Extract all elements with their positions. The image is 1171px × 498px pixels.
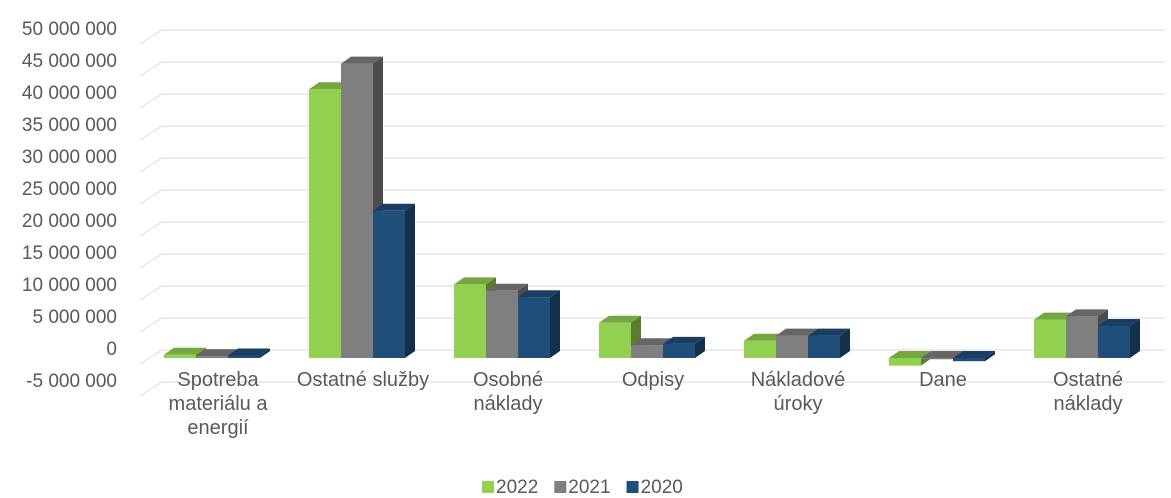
- bar-side: [985, 351, 995, 362]
- grid-line: [139, 253, 1165, 269]
- x-tick-label: Odpisy: [621, 369, 685, 391]
- legend-swatch: [482, 481, 494, 493]
- grid-line: [139, 29, 1165, 45]
- legend-label: 2020: [641, 477, 683, 498]
- bar: [599, 322, 631, 358]
- bar-side: [1130, 319, 1140, 358]
- bar: [518, 297, 550, 358]
- bar-side: [260, 348, 270, 358]
- bar-top: [518, 290, 560, 298]
- grid-line: [139, 189, 1165, 205]
- bar-top: [196, 349, 238, 357]
- bar-side: [405, 203, 415, 358]
- x-tick-label: Osobné náklady: [472, 369, 544, 415]
- legend-swatch: [554, 481, 567, 493]
- x-tick-label: Ostatné služby: [296, 369, 430, 391]
- y-tick-label: 10 000 000: [22, 275, 117, 296]
- bar-top: [953, 351, 995, 358]
- y-tick-label: -5 000 000: [26, 371, 117, 392]
- bar-top: [341, 56, 383, 64]
- bar-top: [921, 351, 963, 358]
- bar-side: [840, 328, 850, 358]
- bar-top: [599, 315, 641, 323]
- bar: [486, 290, 518, 358]
- bar: [663, 343, 695, 358]
- bar-top: [309, 82, 351, 90]
- bar: [228, 355, 260, 358]
- y-tick-label: 25 000 000: [22, 179, 117, 200]
- bar-top: [164, 347, 206, 355]
- x-tick-label: Ostatné náklady: [1052, 369, 1124, 415]
- x-tick-label: Spotreba materiálu a energií: [168, 369, 268, 439]
- bar-top: [776, 328, 818, 336]
- bar: [309, 89, 341, 358]
- y-tick-label: 35 000 000: [22, 115, 117, 136]
- grid-line: [139, 157, 1165, 173]
- grid-line: [139, 221, 1165, 237]
- grid-line: [139, 317, 1165, 333]
- bar: [196, 356, 228, 358]
- bar-top: [454, 277, 496, 285]
- bar-top: [373, 203, 415, 211]
- legend-swatch: [626, 481, 639, 493]
- bar-top: [1066, 309, 1108, 317]
- bar: [454, 284, 486, 358]
- bar-side: [695, 336, 705, 358]
- y-tick-label: 45 000 000: [22, 51, 117, 72]
- bar-top: [744, 333, 786, 341]
- grid-line: [139, 61, 1165, 77]
- bar-top: [486, 283, 528, 291]
- bar: [953, 358, 985, 362]
- bar: [808, 335, 840, 358]
- y-tick-label: 30 000 000: [22, 147, 117, 168]
- grid-line: [139, 285, 1165, 301]
- x-tick-label: Nákladové úroky: [750, 369, 846, 415]
- y-tick-label: 5 000 000: [32, 307, 117, 328]
- bar: [921, 358, 953, 360]
- y-tick-label: 15 000 000: [22, 243, 117, 264]
- bar-top: [1034, 312, 1076, 320]
- legend-label: 2022: [496, 477, 538, 498]
- y-tick-label: 0: [106, 339, 117, 360]
- y-tick-label: 40 000 000: [22, 83, 117, 104]
- legend-label: 2021: [568, 477, 610, 498]
- bar-top: [631, 338, 673, 346]
- bar: [889, 358, 921, 366]
- bar: [373, 210, 405, 358]
- bar-top: [808, 328, 850, 336]
- bar-top: [663, 336, 705, 344]
- bar-side: [550, 290, 560, 358]
- bar: [1098, 326, 1130, 358]
- bar: [1034, 319, 1066, 358]
- bar-top: [889, 351, 931, 358]
- bar: [631, 345, 663, 358]
- x-tick-label: Dane: [919, 369, 967, 391]
- bar-top: [228, 348, 270, 356]
- grid-line: [139, 125, 1165, 141]
- grid-line: [139, 93, 1165, 109]
- bar: [744, 340, 776, 358]
- bar-top: [1098, 319, 1140, 326]
- bar: [164, 354, 196, 358]
- bar: [1066, 316, 1098, 358]
- bar: [776, 335, 808, 358]
- y-tick-label: 20 000 000: [22, 211, 117, 232]
- y-tick-label: 50 000 000: [22, 19, 117, 40]
- grid-line: [139, 381, 1165, 397]
- bar: [341, 63, 373, 358]
